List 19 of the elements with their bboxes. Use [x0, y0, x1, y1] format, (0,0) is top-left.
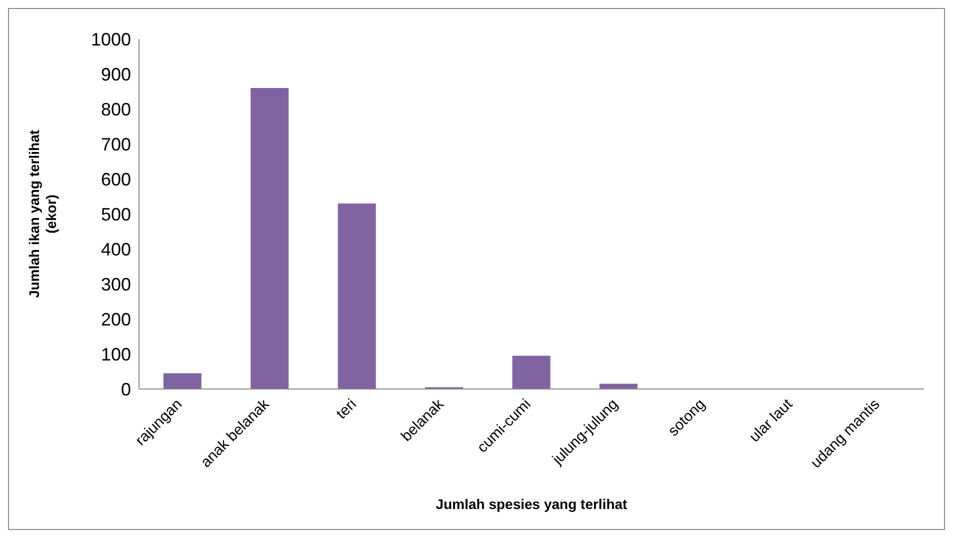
y-tick-label: 800	[100, 99, 131, 120]
y-tick-label: 100	[100, 344, 131, 364]
x-tick-label: ular laut	[746, 395, 797, 446]
y-tick-label: 200	[100, 309, 131, 330]
bar	[250, 88, 289, 389]
bar	[338, 204, 376, 389]
y-tick-label: 600	[100, 169, 131, 190]
y-tick-label: 400	[100, 239, 131, 260]
y-axis-title: Jumlah ikan yang terlihat (ekor)	[26, 130, 59, 298]
y-tick-label: 900	[100, 64, 131, 84]
y-tick-label: 0	[120, 379, 131, 400]
y-tick-label: 700	[100, 134, 131, 154]
bar	[163, 373, 202, 389]
y-tick-label: 300	[100, 274, 131, 294]
y-tick-label: 500	[100, 204, 131, 224]
bar	[512, 356, 550, 389]
x-tick-label: teri	[333, 396, 360, 423]
x-axis-title: Jumlah spesies yang terlihat	[436, 496, 628, 512]
y-tick-label: 1000	[90, 29, 131, 50]
